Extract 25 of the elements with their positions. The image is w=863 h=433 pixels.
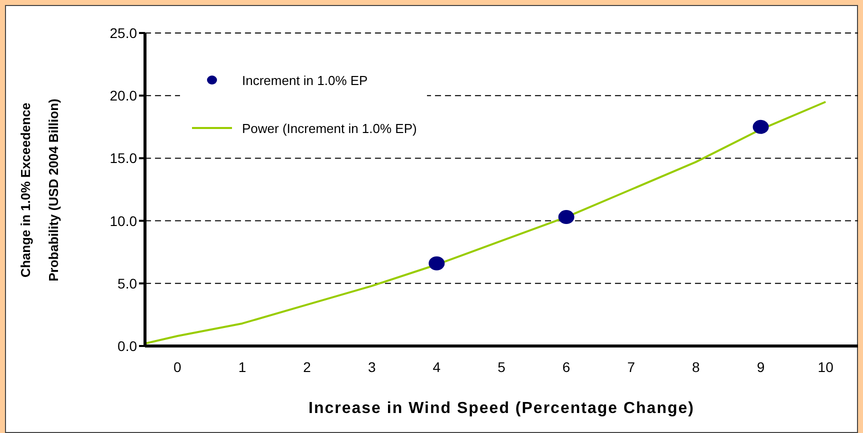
x-tick-label: 7 (627, 358, 636, 375)
x-tick-label: 2 (303, 358, 312, 375)
y-tick-label: 15.0 (110, 150, 138, 166)
x-tick-label: 6 (562, 358, 570, 375)
legend-label: Power (Increment in 1.0% EP) (242, 120, 417, 136)
point (752, 120, 769, 134)
point (558, 210, 574, 224)
x-tick-label: 8 (692, 358, 700, 375)
x-tick-label: 3 (368, 358, 376, 375)
y-axis-title: Change in 1.0% Exceedence Probability (USD 2004 Billion) (17, 98, 62, 284)
y-tick-label: 20.0 (110, 88, 138, 104)
x-tick-label: 10 (818, 358, 834, 375)
x-tick-label: 4 (432, 358, 441, 375)
y-tick-label: 10.0 (110, 212, 138, 229)
y-tick-label: 0.0 (118, 338, 138, 354)
legend-label: Increment in 1.0% EP (242, 72, 368, 88)
x-tick-label: 9 (756, 358, 765, 375)
y-tick-label: 5.0 (118, 275, 138, 292)
point (428, 256, 445, 270)
y-tick-label: 25.0 (110, 24, 138, 41)
x-axis-title: Increase in Wind Speed (Percentage Change) (308, 400, 696, 418)
line-series (145, 100, 827, 344)
x-tick-label: 1 (238, 358, 246, 375)
x-tick-label: 0 (174, 358, 182, 375)
x-tick-label: 5 (498, 358, 506, 375)
